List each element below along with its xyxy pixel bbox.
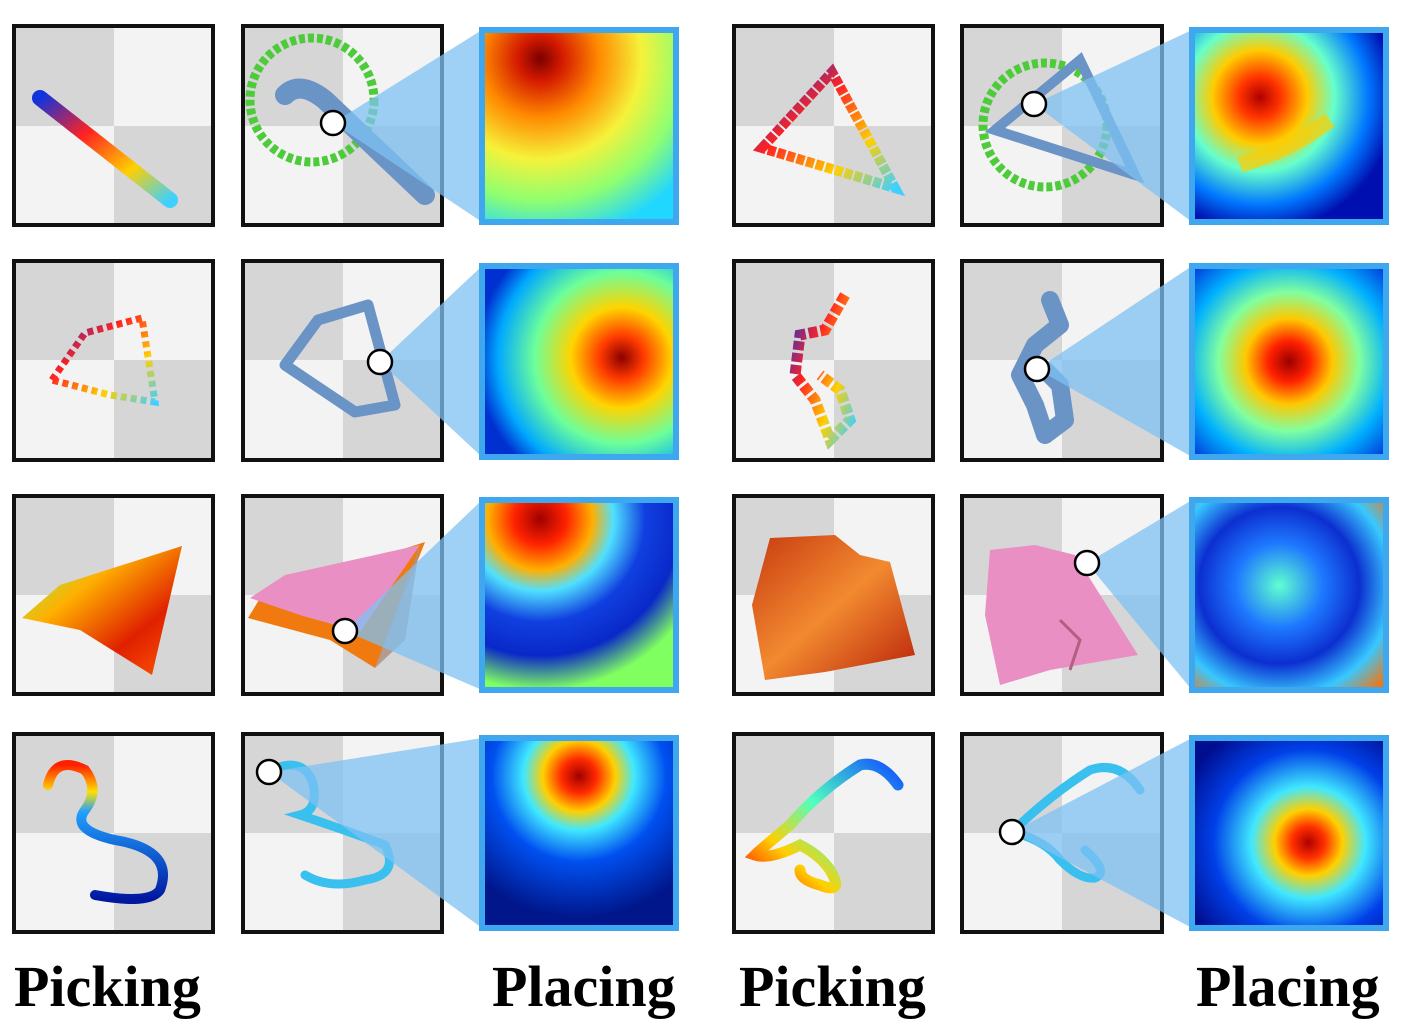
caption-left-picking: Picking (14, 954, 201, 1019)
ring-object (1011, 291, 1074, 444)
pick-point-marker (255, 758, 283, 786)
cloth-pink (250, 545, 420, 632)
pick-point-marker (366, 348, 394, 376)
cable-heatmap (43, 760, 168, 904)
row4-left-picking-tile (12, 732, 215, 934)
row4-right-picking-tile (732, 732, 935, 934)
projection (1012, 738, 1192, 928)
rope-heatmap (752, 63, 906, 197)
row2-right-heatmap (1189, 263, 1389, 460)
projection (333, 30, 482, 222)
row4-right-heatmap (1189, 735, 1389, 931)
pick-point-marker (1020, 90, 1048, 118)
row1-left-heatmap (479, 27, 679, 225)
row2-left-picking-tile (12, 259, 215, 462)
caption-left-placing: Placing (492, 954, 676, 1019)
projection (269, 738, 482, 928)
row2-right-picking-tile (732, 259, 935, 462)
row1-right-heatmap (1189, 27, 1389, 225)
row3-right-placing-tile (960, 494, 1164, 696)
row2-left-heatmap (479, 263, 679, 460)
projection (1087, 500, 1192, 690)
rope-object (275, 78, 435, 205)
projection (1034, 30, 1192, 222)
row3-right-picking-tile (732, 494, 935, 696)
pick-point-marker (1073, 549, 1101, 577)
pick-point-marker (331, 617, 359, 645)
row3-left-heatmap (479, 497, 679, 693)
caption-right-picking: Picking (739, 954, 926, 1019)
rope-heatmap (32, 90, 178, 208)
row1-right-picking-tile (732, 24, 935, 227)
cable-heatmap (744, 758, 904, 894)
pick-point-marker (998, 818, 1026, 846)
row3-right-heatmap (1189, 497, 1389, 693)
row2-left-placing-tile (241, 259, 444, 462)
ring-heatmap (789, 292, 857, 450)
cloth-heatmap (752, 535, 915, 680)
row3-left-picking-tile (12, 494, 215, 696)
projection (1037, 266, 1192, 457)
projection (345, 500, 482, 690)
row1-left-picking-tile (12, 24, 215, 227)
row4-left-heatmap (479, 735, 679, 931)
cloth-heatmap (22, 546, 182, 675)
cloth-pink (985, 545, 1138, 685)
pick-point-marker (319, 109, 347, 137)
pick-point-marker (1023, 355, 1051, 383)
projection (380, 266, 482, 457)
caption-right-placing: Placing (1196, 954, 1380, 1019)
